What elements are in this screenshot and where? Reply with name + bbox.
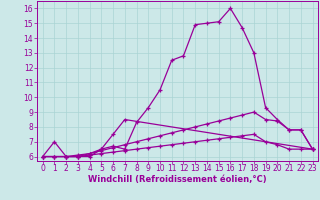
X-axis label: Windchill (Refroidissement éolien,°C): Windchill (Refroidissement éolien,°C) [88,175,267,184]
